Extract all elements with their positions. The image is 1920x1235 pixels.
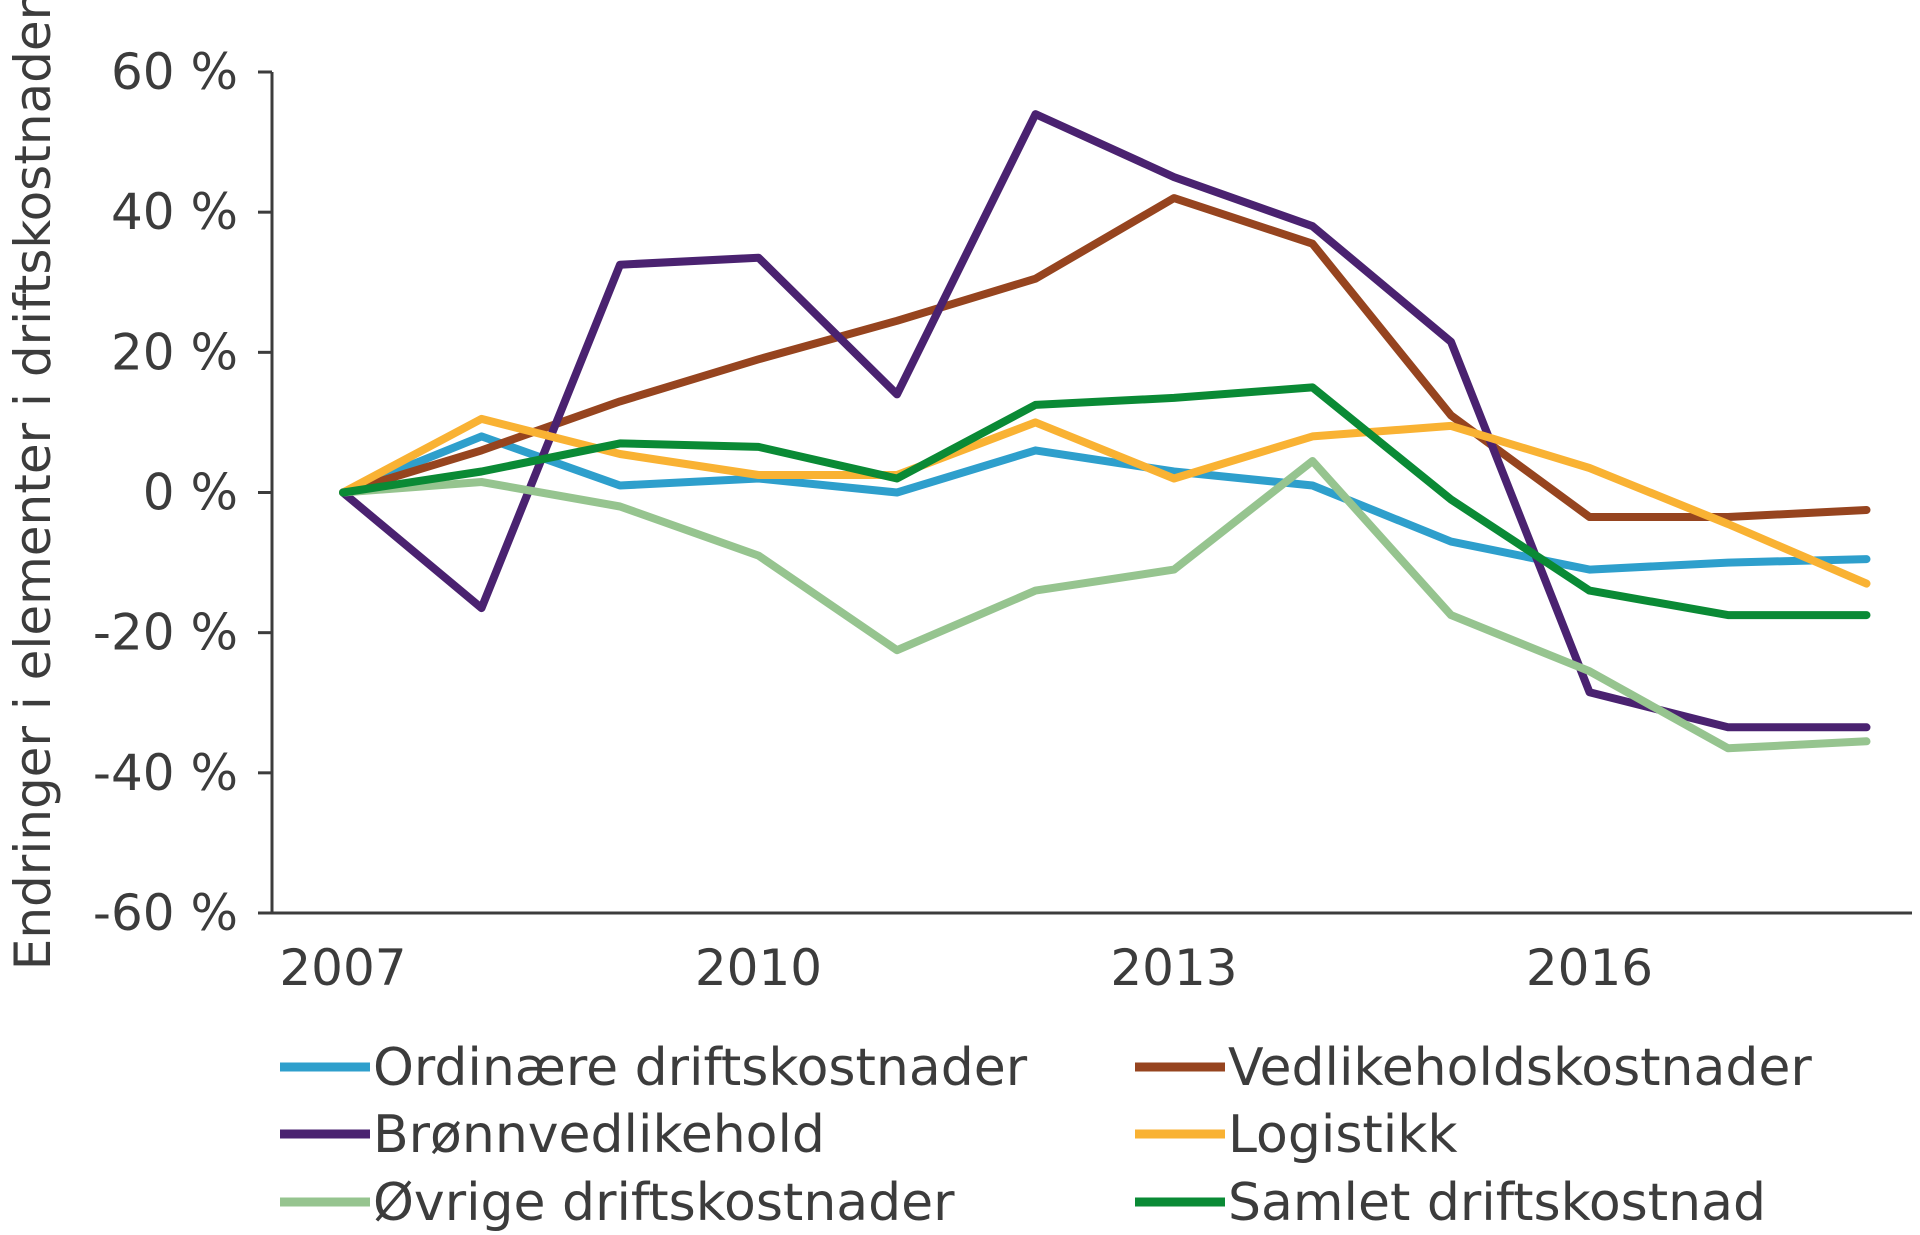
series-line-4 [339,457,1871,753]
series-line-2 [339,110,1871,732]
legend-item: Ordinære driftskostnader [280,1038,1028,1098]
y-tick-label: 40 % [111,183,238,241]
series-line-5 [339,383,1871,620]
y-tick-label: -60 % [93,884,238,942]
legend-item: Brønnvedlikehold [280,1105,825,1165]
x-tick-label: 2007 [279,939,406,997]
x-tick-label: 2016 [1526,939,1653,997]
x-tick-label: 2010 [695,939,822,997]
legend: Ordinære driftskostnader Vedlikeholdskost… [280,1038,1812,1233]
legend-label: Vedlikeholdskostnader [1228,1038,1812,1098]
legend-item: Samlet driftskostnad [1135,1173,1766,1233]
x-tick-label: 2013 [1110,939,1237,997]
legend-label: Samlet driftskostnad [1228,1173,1766,1233]
y-tick-label: 20 % [111,323,238,381]
y-tick-label: 60 % [111,43,238,101]
y-axis: 60 % 40 % 20 % 0 % -20 % -40 % -60 % [93,43,274,942]
y-tick-label: -20 % [93,604,238,662]
legend-item: Vedlikeholdskostnader [1135,1038,1812,1098]
legend-item: Logistikk [1135,1105,1457,1165]
y-tick-label: -40 % [93,744,238,802]
x-axis: 2007 2010 2013 2016 [258,911,1912,997]
series-line-1 [339,194,1871,521]
y-tick-label: 0 % [143,464,238,522]
legend-item: Øvrige driftskostnader [280,1173,955,1233]
legend-label: Ordinære driftskostnader [373,1038,1028,1098]
legend-label: Øvrige driftskostnader [373,1173,955,1233]
y-axis-title: Endringer i elementer i driftskostnader [4,0,62,970]
series-lines [339,110,1871,753]
legend-label: Logistikk [1228,1105,1457,1165]
y-ticks: 60 % 40 % 20 % 0 % -20 % -40 % -60 % [93,43,272,942]
series-line-0 [339,432,1871,574]
x-ticks: 2007 2010 2013 2016 [279,939,1653,997]
legend-label: Brønnvedlikehold [373,1105,825,1165]
